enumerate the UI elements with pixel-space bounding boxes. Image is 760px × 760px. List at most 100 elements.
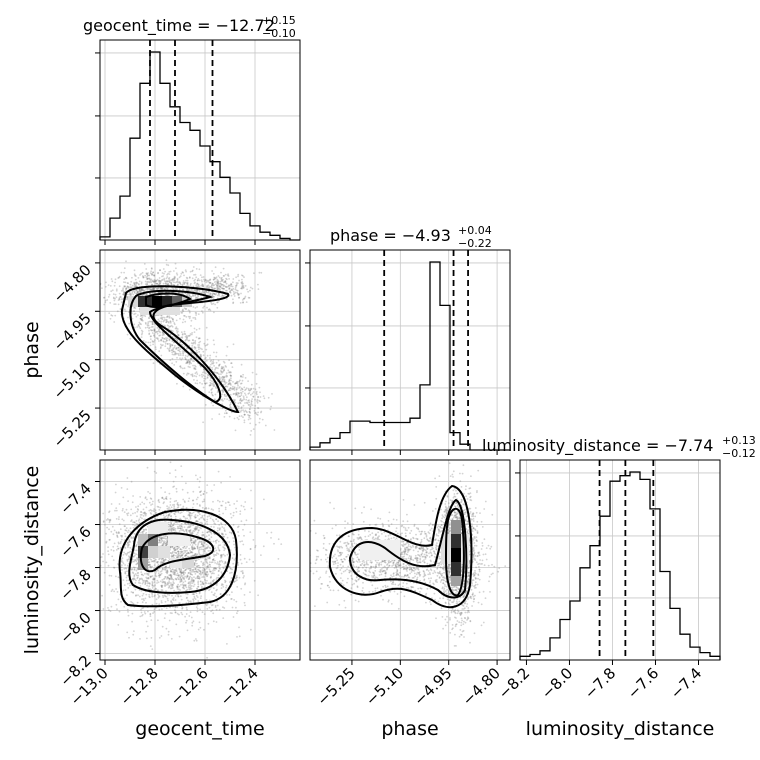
scatter-point (174, 611, 177, 614)
scatter-point (194, 560, 197, 562)
scatter-point (242, 395, 245, 398)
scatter-point (108, 539, 111, 541)
scatter-point (205, 546, 208, 549)
scatter-point (245, 519, 248, 522)
scatter-point (145, 528, 147, 531)
scatter-point (213, 293, 216, 295)
scatter-point (204, 589, 207, 592)
scatter-point (167, 586, 170, 589)
scatter-point (185, 358, 187, 361)
scatter-point (157, 569, 160, 572)
scatter-point (157, 572, 160, 575)
scatter-point (166, 337, 169, 340)
scatter-point (152, 362, 155, 365)
scatter-point (221, 287, 224, 290)
scatter-point (206, 354, 209, 357)
scatter-point (236, 289, 239, 292)
scatter-point (211, 282, 214, 285)
scatter-point (180, 311, 183, 314)
scatter-point (129, 514, 132, 517)
scatter-point (180, 598, 183, 601)
scatter-point (167, 566, 170, 569)
scatter-point (166, 575, 169, 578)
scatter-point (178, 292, 181, 294)
scatter-point (202, 533, 205, 536)
scatter-point (133, 533, 136, 535)
scatter-point (221, 366, 224, 369)
scatter-point (209, 365, 211, 368)
scatter-point (151, 283, 154, 286)
scatter-point (202, 374, 205, 377)
scatter-point (159, 343, 162, 346)
scatter-point (194, 382, 197, 385)
scatter-point (205, 507, 208, 510)
scatter-point (145, 272, 148, 275)
scatter-point (161, 625, 164, 628)
scatter-point (178, 530, 181, 532)
scatter-point (103, 296, 106, 299)
scatter-point (191, 360, 194, 362)
scatter-point (185, 336, 188, 339)
scatter-point (147, 277, 150, 280)
scatter-point (210, 576, 212, 579)
scatter-point (231, 606, 234, 609)
scatter-point (230, 384, 232, 386)
scatter-point (154, 279, 157, 282)
scatter-point (211, 284, 213, 286)
scatter-point (189, 526, 191, 528)
scatter-point (240, 391, 242, 394)
scatter-point (148, 274, 151, 277)
scatter-point (212, 540, 215, 543)
scatter-point (202, 548, 205, 551)
scatter-point (115, 531, 118, 534)
scatter-point (147, 564, 150, 567)
scatter-point (194, 573, 197, 575)
scatter-point (219, 544, 222, 546)
scatter-point (207, 279, 209, 282)
scatter-point (120, 301, 123, 304)
scatter-point (173, 546, 176, 549)
scatter-point (161, 567, 164, 570)
scatter-point (166, 597, 169, 600)
scatter-point (240, 292, 242, 295)
scatter-point (82, 561, 84, 563)
scatter-point (197, 569, 200, 571)
scatter-point (153, 508, 156, 511)
scatter-point (228, 380, 230, 383)
scatter-point (170, 554, 173, 557)
scatter-point (207, 564, 210, 567)
scatter-point (138, 325, 141, 328)
scatter-point (218, 549, 221, 552)
scatter-point (177, 555, 180, 558)
scatter-point (145, 506, 148, 509)
scatter-point (164, 569, 167, 571)
scatter-point (100, 556, 103, 558)
histogram-luminosity-distance: −8.2 −8.0 −7.8 −7.6 −7.4 (495, 459, 721, 703)
scatter-point (229, 291, 231, 294)
scatter-point (221, 533, 224, 535)
scatter-point (150, 270, 153, 273)
scatter-point (136, 289, 138, 291)
scatter-point (174, 529, 177, 532)
scatter-point (199, 580, 202, 583)
scatter-point (241, 390, 244, 393)
scatter-point (193, 354, 196, 357)
scatter-point (197, 549, 200, 552)
scatter-point (235, 600, 238, 603)
scatter-point (104, 523, 106, 526)
scatter-point (175, 551, 178, 554)
scatter-point (110, 530, 113, 533)
scatter-point (181, 344, 184, 346)
scatter-point (149, 335, 152, 338)
scatter-point (136, 559, 139, 561)
scatter-point (181, 311, 184, 314)
scatter-point (201, 290, 204, 292)
scatter-point (182, 585, 185, 587)
scatter-point (180, 572, 183, 575)
scatter-point (174, 262, 177, 265)
scatter-point (190, 289, 193, 292)
scatter-point (240, 376, 243, 378)
scatter-point (223, 295, 225, 297)
scatter-point (212, 295, 215, 298)
scatter-point (126, 570, 128, 573)
